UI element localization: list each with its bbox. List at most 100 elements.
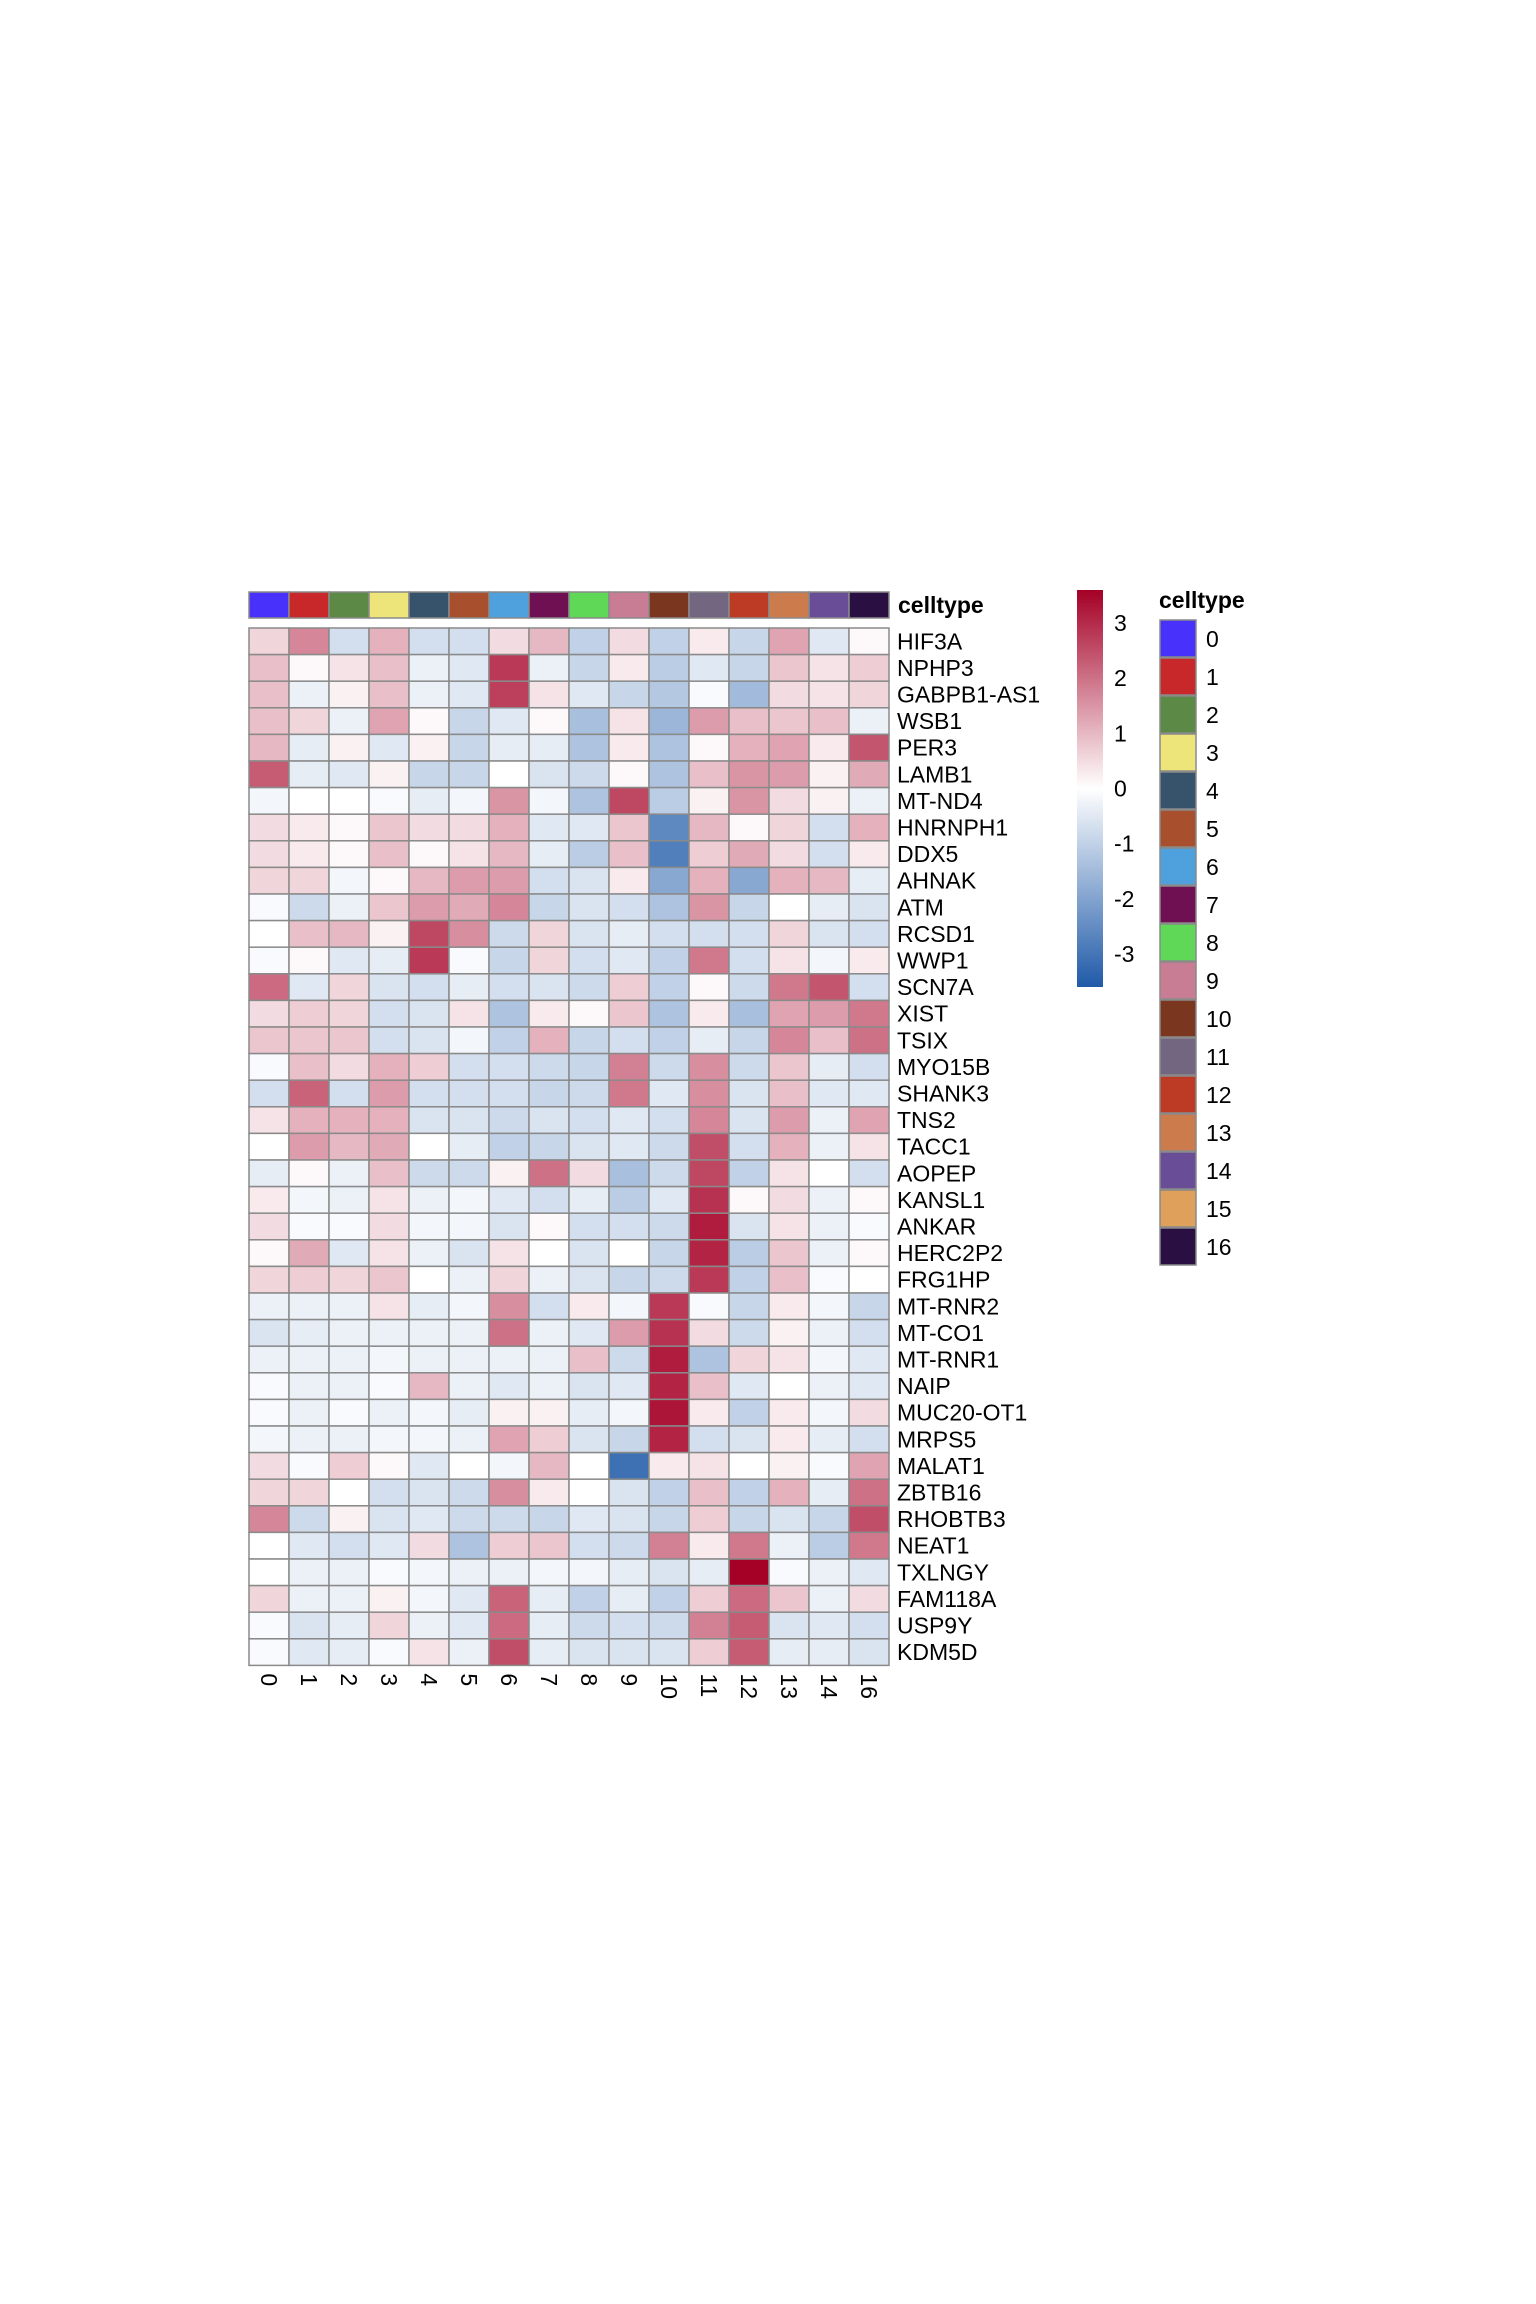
heatmap-cell: [288, 733, 330, 762]
heatmap-cell: [688, 1345, 730, 1374]
heatmap-cell: [448, 653, 490, 682]
heatmap-cell: [288, 1239, 330, 1268]
legend-swatch: [1159, 1075, 1197, 1114]
heatmap-cell: [728, 733, 770, 762]
column-label: 12: [736, 1673, 762, 1699]
heatmap-cell: [728, 1132, 770, 1161]
heatmap-cell: [768, 733, 810, 762]
heatmap-cell: [328, 786, 370, 815]
column-label: 3: [376, 1673, 402, 1686]
heatmap-cell: [688, 893, 730, 922]
heatmap-cell: [288, 1265, 330, 1294]
heatmap-cell: [248, 1505, 290, 1534]
legend-label: 4: [1206, 778, 1219, 804]
heatmap-cell: [248, 1026, 290, 1055]
heatmap-cell: [248, 840, 290, 869]
heatmap-cell: [608, 813, 650, 842]
celltype-annotation-bar: [248, 591, 890, 619]
heatmap-cell: [728, 866, 770, 895]
heatmap-cell: [728, 1451, 770, 1480]
heatmap-cell: [848, 1558, 890, 1587]
heatmap-cell: [288, 1132, 330, 1161]
heatmap-cell: [688, 1159, 730, 1188]
row-label: WWP1: [897, 948, 969, 974]
heatmap-cell: [848, 1079, 890, 1108]
row-label: TXLNGY: [897, 1559, 989, 1585]
heatmap-cell: [568, 999, 610, 1028]
heatmap-cell: [688, 946, 730, 975]
heatmap-cell: [248, 813, 290, 842]
heatmap-cell: [368, 1026, 410, 1055]
annotation-cell-0: [248, 591, 290, 619]
heatmap-cell: [728, 653, 770, 682]
heatmap-cell: [568, 627, 610, 656]
heatmap-cell: [528, 1292, 570, 1321]
heatmap-cell: [488, 1558, 530, 1587]
heatmap-cell: [568, 1079, 610, 1108]
heatmap-cell: [368, 1292, 410, 1321]
annotation-cell-12: [728, 591, 770, 619]
color-scale-tick: -3: [1114, 941, 1134, 967]
heatmap-cell: [328, 946, 370, 975]
heatmap-cell: [608, 1106, 650, 1135]
heatmap-cell: [768, 1239, 810, 1268]
row-label: NPHP3: [897, 655, 974, 681]
heatmap-cell: [848, 733, 890, 762]
heatmap-cell: [768, 1425, 810, 1454]
heatmap-cell: [648, 653, 690, 682]
heatmap-cell: [768, 973, 810, 1002]
heatmap-cell: [448, 866, 490, 895]
heatmap-cell: [688, 813, 730, 842]
row-label: MT-CO1: [897, 1320, 984, 1346]
heatmap-cell: [488, 1159, 530, 1188]
heatmap-cell: [568, 653, 610, 682]
heatmap-cell: [808, 893, 850, 922]
heatmap-cell: [328, 973, 370, 1002]
heatmap-cell: [848, 1345, 890, 1374]
heatmap-cell: [528, 1345, 570, 1374]
heatmap-cell: [248, 627, 290, 656]
heatmap-cell: [528, 1611, 570, 1640]
heatmap-cell: [408, 1212, 450, 1241]
heatmap-cell: [448, 1132, 490, 1161]
heatmap-cell: [568, 707, 610, 736]
heatmap-cell: [688, 733, 730, 762]
heatmap-cell: [368, 1318, 410, 1347]
heatmap-cell: [648, 1398, 690, 1427]
heatmap-cell: [368, 813, 410, 842]
heatmap-cell: [568, 680, 610, 709]
heatmap-cell: [408, 946, 450, 975]
row-label: MUC20-OT1: [897, 1400, 1027, 1426]
legend-swatch: [1159, 1037, 1197, 1076]
heatmap-cell: [328, 1132, 370, 1161]
heatmap-cell: [808, 1611, 850, 1640]
heatmap-cell: [368, 973, 410, 1002]
heatmap-cell: [488, 1212, 530, 1241]
heatmap-cell: [648, 1212, 690, 1241]
heatmap-cell: [608, 786, 650, 815]
heatmap-cell: [768, 1212, 810, 1241]
heatmap-cell: [288, 1026, 330, 1055]
heatmap-cell: [488, 1451, 530, 1480]
heatmap-cell: [328, 999, 370, 1028]
heatmap-cell: [688, 1531, 730, 1560]
heatmap-cell: [288, 1425, 330, 1454]
annotation-cell-2: [328, 591, 370, 619]
row-label: ATM: [897, 894, 944, 920]
heatmap-cell: [248, 919, 290, 948]
legend-label: 8: [1206, 930, 1219, 956]
heatmap-cell: [448, 1106, 490, 1135]
heatmap-cell: [488, 999, 530, 1028]
heatmap-cell: [408, 1185, 450, 1214]
heatmap-cell: [248, 653, 290, 682]
heatmap-cell: [568, 1451, 610, 1480]
heatmap-cell: [848, 1611, 890, 1640]
heatmap-cell: [648, 627, 690, 656]
heatmap-cell: [728, 1026, 770, 1055]
heatmap-cell: [848, 1265, 890, 1294]
heatmap-cell: [848, 919, 890, 948]
heatmap-cell: [648, 1318, 690, 1347]
legend-swatch: [1159, 619, 1197, 658]
heatmap-cell: [568, 1052, 610, 1081]
heatmap-cell: [768, 1079, 810, 1108]
